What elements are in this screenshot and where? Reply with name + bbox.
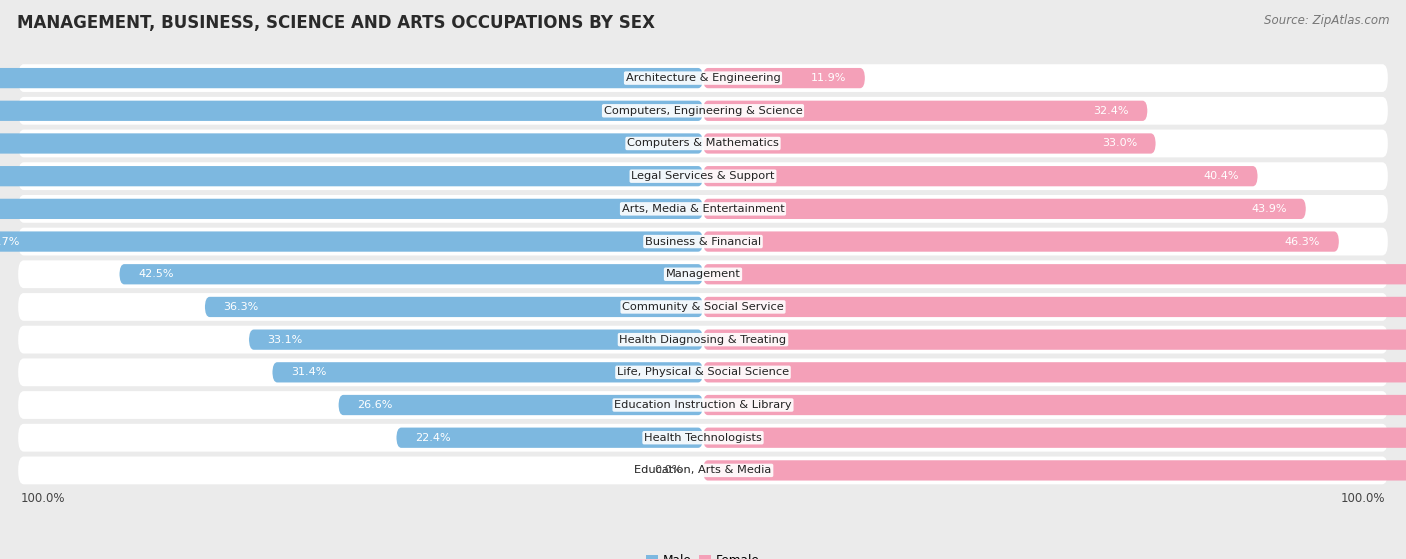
- FancyBboxPatch shape: [18, 130, 1388, 158]
- Text: Source: ZipAtlas.com: Source: ZipAtlas.com: [1264, 14, 1389, 27]
- FancyBboxPatch shape: [703, 199, 1306, 219]
- FancyBboxPatch shape: [0, 101, 703, 121]
- FancyBboxPatch shape: [18, 97, 1388, 125]
- Text: 100.0%: 100.0%: [21, 492, 66, 505]
- Text: 100.0%: 100.0%: [1340, 492, 1385, 505]
- FancyBboxPatch shape: [18, 195, 1388, 223]
- FancyBboxPatch shape: [249, 329, 703, 350]
- Text: Management: Management: [665, 269, 741, 280]
- FancyBboxPatch shape: [205, 297, 703, 317]
- FancyBboxPatch shape: [703, 329, 1406, 350]
- FancyBboxPatch shape: [396, 428, 703, 448]
- Text: Legal Services & Support: Legal Services & Support: [631, 171, 775, 181]
- Text: Life, Physical & Social Science: Life, Physical & Social Science: [617, 367, 789, 377]
- Legend: Male, Female: Male, Female: [647, 554, 759, 559]
- Text: 32.4%: 32.4%: [1094, 106, 1129, 116]
- FancyBboxPatch shape: [18, 64, 1388, 92]
- FancyBboxPatch shape: [18, 162, 1388, 190]
- Text: 26.6%: 26.6%: [357, 400, 392, 410]
- FancyBboxPatch shape: [703, 231, 1339, 252]
- Text: 53.7%: 53.7%: [0, 236, 20, 247]
- FancyBboxPatch shape: [18, 391, 1388, 419]
- Text: Community & Social Service: Community & Social Service: [621, 302, 785, 312]
- FancyBboxPatch shape: [0, 166, 703, 186]
- Text: 33.1%: 33.1%: [267, 335, 302, 345]
- FancyBboxPatch shape: [339, 395, 703, 415]
- FancyBboxPatch shape: [703, 460, 1406, 481]
- FancyBboxPatch shape: [18, 326, 1388, 353]
- FancyBboxPatch shape: [18, 260, 1388, 288]
- FancyBboxPatch shape: [703, 362, 1406, 382]
- Text: Arts, Media & Entertainment: Arts, Media & Entertainment: [621, 204, 785, 214]
- FancyBboxPatch shape: [273, 362, 703, 382]
- Text: 31.4%: 31.4%: [291, 367, 326, 377]
- FancyBboxPatch shape: [120, 264, 703, 285]
- FancyBboxPatch shape: [0, 199, 703, 219]
- Text: 43.9%: 43.9%: [1251, 204, 1288, 214]
- FancyBboxPatch shape: [18, 228, 1388, 255]
- FancyBboxPatch shape: [703, 297, 1406, 317]
- FancyBboxPatch shape: [703, 395, 1406, 415]
- Text: 0.0%: 0.0%: [654, 466, 682, 475]
- Text: 40.4%: 40.4%: [1204, 171, 1239, 181]
- Text: Health Diagnosing & Treating: Health Diagnosing & Treating: [620, 335, 786, 345]
- FancyBboxPatch shape: [18, 293, 1388, 321]
- FancyBboxPatch shape: [0, 68, 703, 88]
- Text: 46.3%: 46.3%: [1285, 236, 1320, 247]
- Text: 42.5%: 42.5%: [138, 269, 173, 280]
- Text: 22.4%: 22.4%: [415, 433, 451, 443]
- FancyBboxPatch shape: [703, 68, 865, 88]
- FancyBboxPatch shape: [0, 134, 703, 154]
- FancyBboxPatch shape: [18, 457, 1388, 484]
- Text: Education Instruction & Library: Education Instruction & Library: [614, 400, 792, 410]
- Text: 11.9%: 11.9%: [811, 73, 846, 83]
- Text: Education, Arts & Media: Education, Arts & Media: [634, 466, 772, 475]
- Text: Computers, Engineering & Science: Computers, Engineering & Science: [603, 106, 803, 116]
- Text: 33.0%: 33.0%: [1102, 139, 1137, 149]
- FancyBboxPatch shape: [703, 101, 1147, 121]
- Text: 36.3%: 36.3%: [224, 302, 259, 312]
- FancyBboxPatch shape: [0, 231, 703, 252]
- Text: Health Technologists: Health Technologists: [644, 433, 762, 443]
- Text: Architecture & Engineering: Architecture & Engineering: [626, 73, 780, 83]
- FancyBboxPatch shape: [18, 424, 1388, 452]
- FancyBboxPatch shape: [703, 166, 1257, 186]
- Text: Computers & Mathematics: Computers & Mathematics: [627, 139, 779, 149]
- FancyBboxPatch shape: [18, 358, 1388, 386]
- Text: MANAGEMENT, BUSINESS, SCIENCE AND ARTS OCCUPATIONS BY SEX: MANAGEMENT, BUSINESS, SCIENCE AND ARTS O…: [17, 14, 655, 32]
- FancyBboxPatch shape: [703, 134, 1156, 154]
- FancyBboxPatch shape: [703, 428, 1406, 448]
- Text: Business & Financial: Business & Financial: [645, 236, 761, 247]
- FancyBboxPatch shape: [703, 264, 1406, 285]
